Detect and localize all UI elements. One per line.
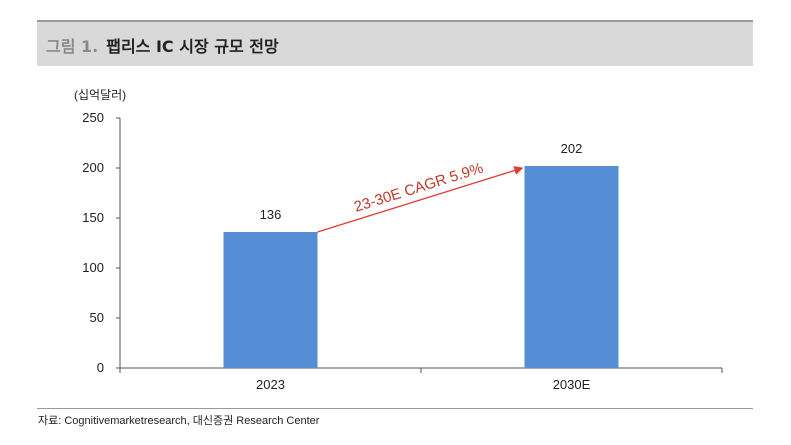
- bar: [524, 166, 619, 368]
- y-tick-label: 200: [82, 160, 104, 175]
- y-tick-label: 50: [90, 310, 104, 325]
- figure-number: 그림 1.: [46, 37, 99, 56]
- figure-title-bar: 그림 1. 팹리스 IC 시장 규모 전망: [37, 20, 753, 66]
- footer-divider: [37, 408, 753, 409]
- x-tick-label: 2023: [256, 377, 285, 392]
- source-note: 자료: Cognitivemarketresearch, 대신증권 Resear…: [38, 415, 320, 427]
- axes: 0 50 100 150 200 250: [82, 110, 723, 375]
- bars: [223, 166, 619, 368]
- figure-title-text: 팹리스 IC 시장 규모 전망: [106, 37, 279, 56]
- figure-title: 그림 1. 팹리스 IC 시장 규모 전망: [46, 33, 279, 57]
- data-label: 136: [260, 207, 282, 222]
- unit-label: (십억달러): [74, 88, 126, 102]
- y-tick-label: 250: [82, 110, 104, 125]
- bar: [223, 232, 318, 368]
- y-tick-label: 100: [82, 260, 104, 275]
- cagr-arrow: [317, 166, 524, 233]
- cagr-annotation: 23-30E CAGR 5.9%: [352, 160, 485, 216]
- x-tick-label: 2030E: [553, 377, 591, 392]
- y-tick-label: 150: [82, 210, 104, 225]
- data-labels: 136 2023 202 2030E: [256, 141, 591, 392]
- data-label: 202: [561, 141, 583, 156]
- y-tick-label: 0: [97, 360, 104, 375]
